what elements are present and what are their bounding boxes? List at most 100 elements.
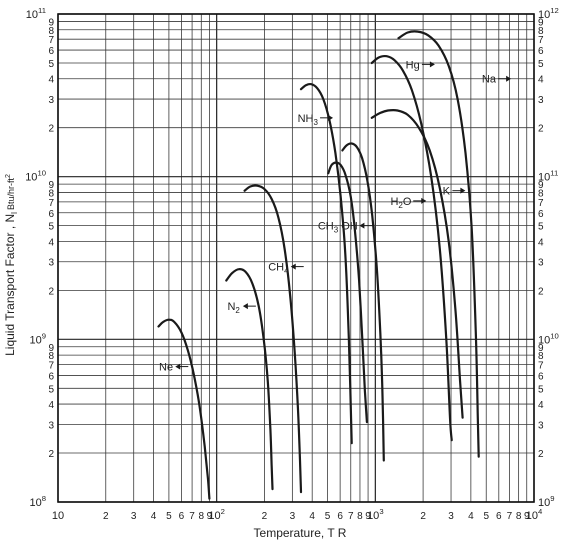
y2-tick-label-text: 4	[538, 400, 544, 411]
y-tick-label-text: 9	[48, 17, 54, 28]
y-tick-label: 6	[48, 209, 54, 220]
y-tick-label: 2	[48, 124, 54, 135]
series-line-n2	[225, 268, 274, 491]
y2-tick-label: 5	[538, 222, 544, 233]
x-tick-label: 8	[357, 511, 363, 522]
series-name-subscript: 4	[284, 267, 289, 276]
y-tick-label: 1011	[26, 6, 46, 21]
y2-tick-label: 3	[538, 95, 544, 106]
y-tick-label-text: 5	[48, 59, 54, 70]
x-tick-label-text: 10	[526, 510, 538, 522]
y2-tick-label-text: 8	[538, 188, 544, 199]
series-line-ne	[157, 318, 211, 500]
y-tick-label: 8	[48, 188, 54, 199]
y-tick-label-text: 2	[48, 286, 54, 297]
x-tick-label-text: 4	[309, 511, 315, 522]
x-tick-label-text: 9	[524, 511, 530, 522]
y-tick-label: 6	[48, 371, 54, 382]
y2-tick-label: 2	[538, 124, 544, 135]
y-tick-label-text: 3	[48, 258, 54, 269]
y-tick-label: 4	[48, 237, 54, 248]
y2-tick-label-superscript: 9	[550, 494, 554, 503]
y-tick-label-text: 3	[48, 95, 54, 106]
y2-tick-label-text: 2	[538, 449, 544, 460]
x-tick-label-text: 6	[337, 511, 343, 522]
y2-tick-label: 9	[538, 343, 544, 354]
y-tick-label: 2	[48, 449, 54, 460]
y-tick-label-text: 4	[48, 75, 54, 86]
x-tick-label-text: 10	[367, 510, 379, 522]
x-tick-label-text: 9	[365, 511, 371, 522]
y2-tick-label-text: 9	[538, 17, 544, 28]
series-line-ch3oh	[327, 161, 368, 424]
y2-tick-label: 7	[538, 361, 544, 372]
y-tick-label: 6	[48, 46, 54, 57]
y-tick-label-text: 6	[48, 371, 54, 382]
y2-tick-label-text: 6	[538, 371, 544, 382]
y2-tick-label: 2	[538, 449, 544, 460]
series-name: Hg	[406, 59, 420, 71]
y2-tick-label-text: 7	[538, 198, 544, 209]
series-label-ne: Ne	[159, 362, 189, 374]
y-tick-label: 7	[48, 198, 54, 209]
y2-tick-label: 9	[538, 17, 544, 28]
series-label-text: CH3 OH	[318, 221, 358, 235]
y-tick-label-text: 4	[48, 400, 54, 411]
y-tick-label-text: 8	[48, 351, 54, 362]
y-tick-label: 3	[48, 95, 54, 106]
x-tick-label-text: 5	[483, 511, 489, 522]
series-label-h2o: H2O	[390, 196, 427, 210]
y2-tick-label-text: 3	[538, 258, 544, 269]
series-line-na	[397, 30, 480, 458]
y2-tick-label-text: 8	[538, 26, 544, 37]
x-tick-label: 2	[103, 511, 109, 522]
y-tick-label-text: 10	[29, 497, 41, 509]
x-tick-label-text: 2	[103, 511, 109, 522]
y2-tick-label: 5	[538, 384, 544, 395]
x-tick-label-text: 5	[325, 511, 331, 522]
y-tick-label-superscript: 9	[42, 331, 46, 340]
x-tick-label: 6	[496, 511, 502, 522]
series-line-h2o	[341, 142, 385, 462]
y-tick-label-text: 10	[29, 334, 41, 346]
series-label-text: CH4	[268, 262, 289, 276]
y2-tick-label-text: 5	[538, 384, 544, 395]
x-tick-label: 7	[189, 511, 195, 522]
y-axis-title-unit: Btu/hr-ft	[6, 178, 16, 211]
y2-tick-label-text: 10	[538, 497, 550, 509]
y2-tick-label-superscript: 11	[550, 169, 558, 178]
series-name: NH	[298, 113, 314, 125]
series-arrow-head	[506, 75, 512, 82]
series-label-text: Na	[482, 74, 497, 86]
y-tick-label: 4	[48, 75, 54, 86]
y2-tick-label-text: 6	[538, 209, 544, 220]
y-tick-label-text: 10	[26, 9, 38, 21]
x-tick-label-text: 3	[448, 511, 454, 522]
y-tick-label: 2	[48, 286, 54, 297]
y-tick-label: 5	[48, 222, 54, 233]
series-arrow-head	[421, 197, 427, 204]
x-tick-label: 10	[52, 510, 64, 522]
y-tick-label: 9	[48, 343, 54, 354]
x-tick-label: 3	[290, 511, 296, 522]
y2-tick-label: 4	[538, 75, 544, 86]
x-tick-label: 103	[367, 507, 384, 522]
y2-tick-label: 8	[538, 26, 544, 37]
plot-frame	[57, 13, 535, 503]
series-line-ch4	[243, 184, 303, 494]
y2-tick-label-text: 3	[538, 95, 544, 106]
y-tick-label: 9	[48, 17, 54, 28]
y2-tick-label-superscript: 12	[550, 6, 559, 15]
y-tick-label: 3	[48, 258, 54, 269]
series-name: Ne	[159, 362, 173, 374]
y-tick-label-text: 2	[48, 449, 54, 460]
x-tick-label: 9	[524, 511, 530, 522]
series-arrow-head	[359, 222, 365, 229]
y2-tick-label: 3	[538, 420, 544, 431]
y-tick-label: 7	[48, 361, 54, 372]
y2-tick-label-text: 9	[538, 180, 544, 191]
series-name-subscript: 2	[398, 201, 403, 210]
